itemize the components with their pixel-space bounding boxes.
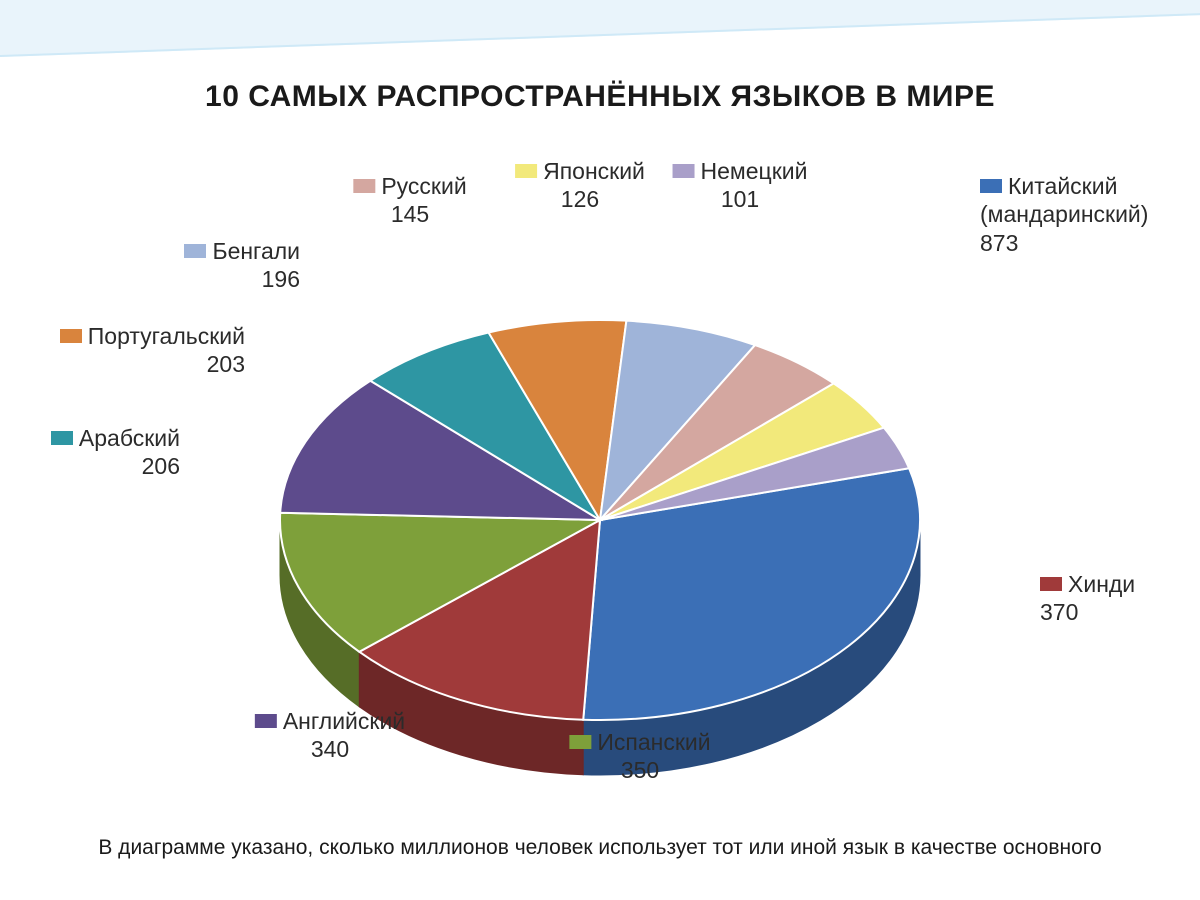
slice-label-text: 145 (353, 200, 466, 229)
slice-label-text: Немецкий (701, 157, 808, 186)
slice-label-text: Китайский (1008, 172, 1117, 201)
slice-label: Немецкий101 (673, 155, 808, 214)
slice-label-text: Английский (283, 707, 405, 736)
slice-label: Китайский(мандаринский)873 (980, 170, 1148, 258)
slice-label-text: 340 (255, 735, 405, 764)
slice-label-text: Португальский (88, 322, 245, 351)
slice-label-text: 350 (569, 756, 710, 785)
legend-swatch (1040, 577, 1062, 591)
page-title: 10 САМЫХ РАСПРОСТРАНЁННЫХ ЯЗЫКОВ В МИРЕ (0, 80, 1200, 114)
chart-caption: В диаграмме указано, сколько миллионов ч… (0, 836, 1200, 860)
slice-label-text: Бенгали (212, 237, 300, 266)
slice-label: Английский340 (255, 705, 405, 764)
slice-label-text: 873 (980, 229, 1148, 258)
slice-label-text: Японский (543, 157, 645, 186)
slice-label-text: 101 (673, 185, 808, 214)
legend-swatch (184, 244, 206, 258)
slice-label: Бенгали196 (184, 235, 300, 294)
slice-label-text: 203 (60, 350, 245, 379)
slice-label-text: 196 (184, 265, 300, 294)
slice-label-text: 370 (1040, 598, 1135, 627)
slice-label-text: 126 (515, 185, 645, 214)
legend-swatch (255, 714, 277, 728)
legend-swatch (515, 164, 537, 178)
slice-label: Японский126 (515, 155, 645, 214)
slice-label: Русский145 (353, 170, 466, 229)
slice-label: Португальский203 (60, 320, 245, 379)
decorative-top-band (0, 0, 1200, 60)
legend-swatch (673, 164, 695, 178)
slice-label-text: Русский (381, 172, 466, 201)
slice-label-text: Арабский (79, 424, 180, 453)
slice-label-text: Испанский (597, 728, 710, 757)
slice-label-text: 206 (51, 452, 180, 481)
slice-label: Арабский206 (51, 422, 180, 481)
legend-swatch (51, 431, 73, 445)
legend-swatch (353, 179, 375, 193)
slice-label-text: (мандаринский) (980, 200, 1148, 229)
legend-swatch (569, 735, 591, 749)
pie-chart: Китайский(мандаринский)873 Хинди370 Испанс… (0, 150, 1200, 800)
slice-label: Испанский350 (569, 726, 710, 785)
slice-label: Хинди370 (1040, 568, 1135, 627)
slice-label-text: Хинди (1068, 570, 1135, 599)
legend-swatch (980, 179, 1002, 193)
legend-swatch (60, 329, 82, 343)
